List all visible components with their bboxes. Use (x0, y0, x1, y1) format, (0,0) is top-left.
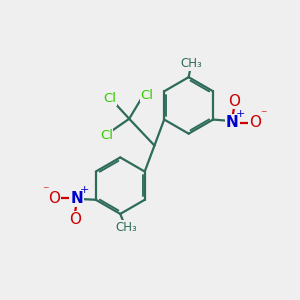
Text: ⁻: ⁻ (260, 109, 266, 122)
Text: O: O (48, 191, 60, 206)
Text: O: O (69, 212, 81, 227)
Text: CH₃: CH₃ (115, 221, 137, 234)
Text: N: N (70, 191, 83, 206)
Text: Cl: Cl (100, 129, 113, 142)
Text: O: O (228, 94, 240, 109)
Text: +: + (236, 109, 245, 119)
Text: Cl: Cl (140, 88, 154, 101)
Text: +: + (80, 185, 89, 195)
Text: N: N (226, 115, 239, 130)
Text: ⁻: ⁻ (43, 184, 49, 197)
Text: O: O (249, 115, 261, 130)
Text: Cl: Cl (103, 92, 116, 105)
Text: CH₃: CH₃ (181, 57, 202, 70)
